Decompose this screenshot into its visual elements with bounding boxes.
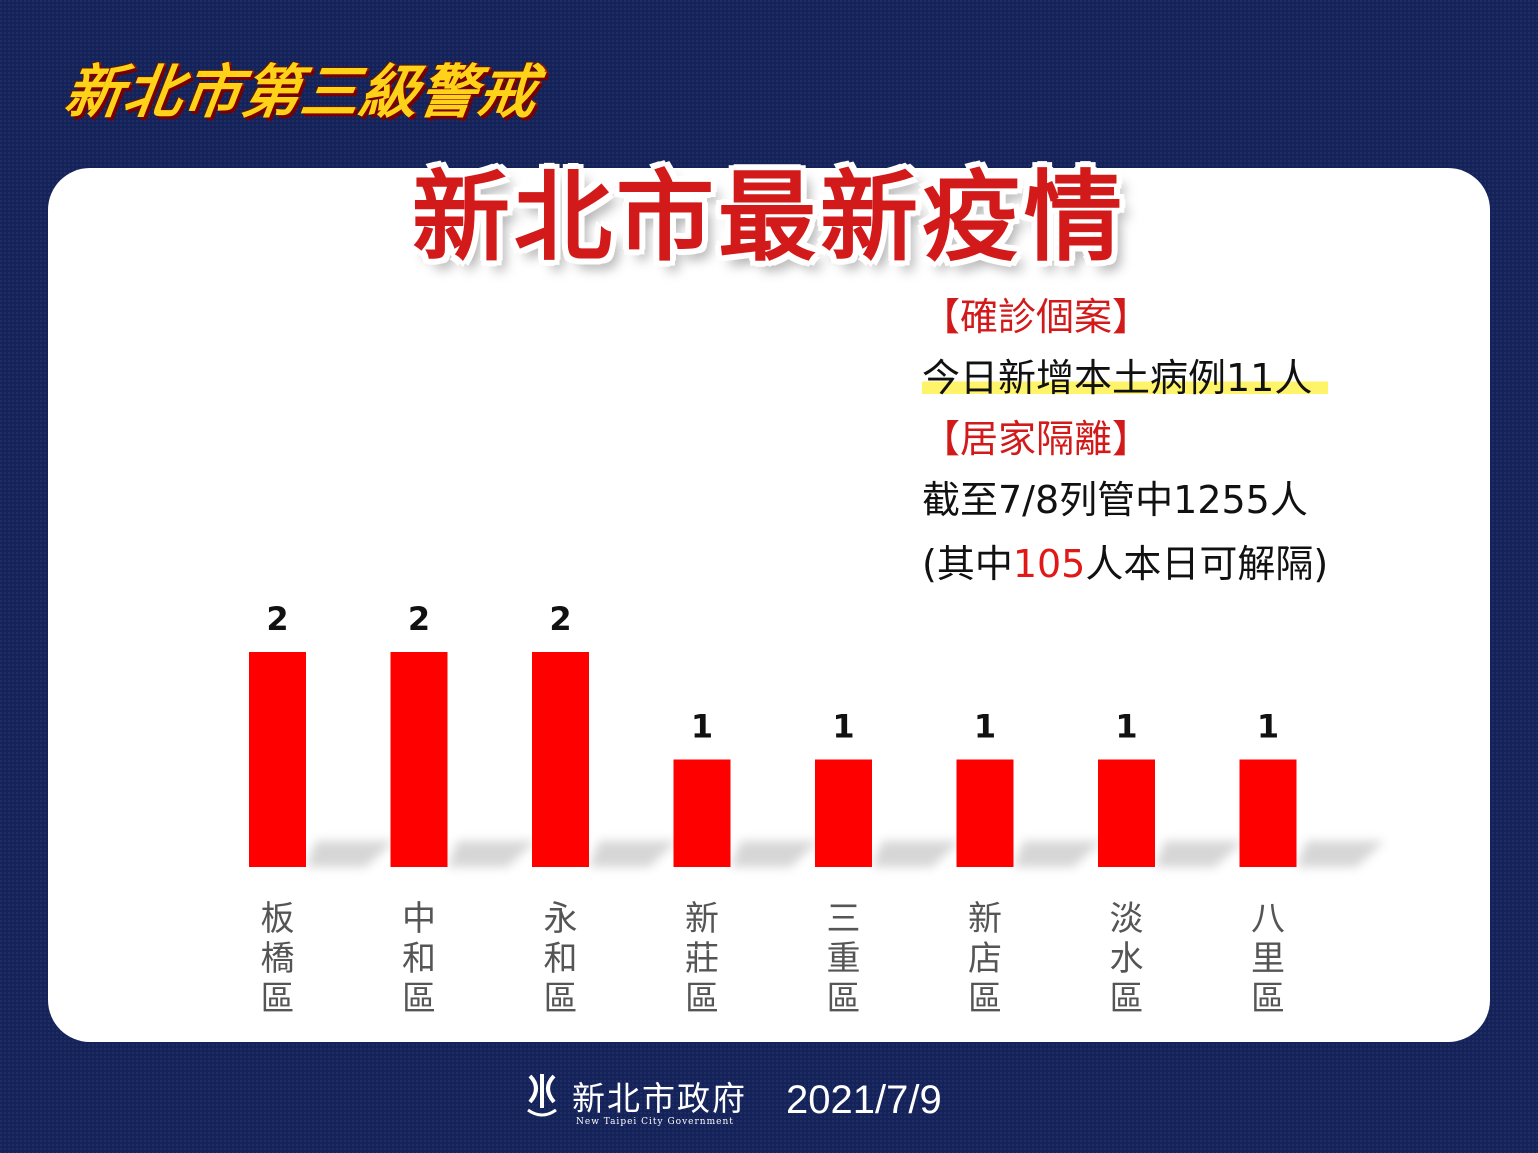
bar — [532, 652, 589, 867]
org-name: 新北市政府 — [572, 1079, 747, 1118]
release-prefix: (其中 — [922, 542, 1013, 586]
category-label: 里 — [1251, 939, 1285, 979]
bar-shadow — [1155, 841, 1243, 867]
org-name-en: New Taipei City Government — [576, 1117, 734, 1127]
data-label: 1 — [974, 708, 996, 746]
data-label: 1 — [691, 708, 713, 746]
category-label: 中 — [402, 899, 436, 939]
bar-shadow — [872, 841, 960, 867]
page-title: 新北市最新疫情 — [411, 161, 1126, 275]
bar — [956, 759, 1014, 867]
bar — [390, 652, 448, 867]
bar — [673, 759, 731, 867]
city-logo-icon — [527, 1074, 557, 1117]
category-label: 重 — [827, 939, 861, 979]
bar — [815, 759, 872, 867]
category-label: 新 — [685, 899, 719, 939]
category-label: 區 — [544, 979, 578, 1019]
category-label: 區 — [402, 979, 436, 1019]
category-label: 新 — [968, 899, 1002, 939]
bar-shadow — [730, 841, 819, 867]
release-number: 105 — [1012, 542, 1086, 586]
confirmed-line-text: 今日新增本土病例11人 — [922, 356, 1329, 400]
category-label: 區 — [1110, 979, 1144, 1019]
bar — [1098, 759, 1155, 867]
bar-shadow — [306, 841, 394, 867]
info-block: 【確診個案】 今日新增本土病例11人 【居家隔離】 截至7/8列管中1255人 … — [922, 288, 1442, 596]
footer: 新北市政府 New Taipei City Government 2021/7/… — [0, 1062, 1538, 1142]
quarantine-heading: 【居家隔離】 — [922, 417, 1151, 461]
confirmed-line: 今日新增本土病例11人 — [922, 346, 1442, 410]
data-label: 1 — [1115, 708, 1137, 746]
data-label: 2 — [408, 600, 430, 638]
release-line: (其中105人本日可解隔) — [922, 532, 1442, 596]
data-label: 2 — [549, 600, 571, 638]
category-label: 區 — [685, 979, 719, 1019]
bar-shadow — [589, 841, 677, 867]
category-label: 店 — [968, 939, 1002, 979]
bar — [249, 652, 306, 867]
category-label: 三 — [827, 899, 861, 939]
confirmed-heading: 【確診個案】 — [922, 295, 1151, 339]
category-label: 區 — [827, 979, 861, 1019]
content-panel — [48, 168, 1490, 1042]
release-suffix: 人本日可解隔) — [1085, 542, 1329, 586]
category-label: 區 — [1251, 979, 1285, 1019]
bar-shadow — [1013, 841, 1102, 867]
category-label: 區 — [261, 979, 295, 1019]
category-label: 和 — [544, 939, 578, 979]
category-label: 板 — [261, 899, 295, 939]
category-label: 橋 — [261, 939, 295, 979]
bar-shadow — [447, 841, 536, 867]
category-label: 莊 — [685, 939, 719, 979]
category-label: 淡 — [1110, 899, 1144, 939]
date-stamp: 2021/7/9 — [786, 1078, 942, 1122]
data-label: 1 — [1257, 708, 1279, 746]
category-label: 八 — [1251, 899, 1285, 939]
bar-shadow — [1296, 841, 1385, 867]
bar — [1239, 759, 1297, 867]
category-label: 水 — [1110, 939, 1144, 979]
category-label: 區 — [968, 979, 1002, 1019]
category-label: 和 — [402, 939, 436, 979]
quarantine-line: 截至7/8列管中1255人 — [922, 478, 1308, 522]
data-label: 1 — [832, 708, 854, 746]
category-label: 永 — [544, 899, 578, 939]
data-label: 2 — [266, 600, 288, 638]
